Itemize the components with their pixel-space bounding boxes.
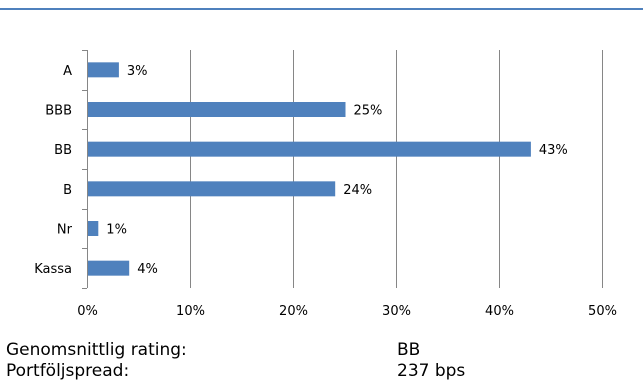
portfolio-spread-value: 237 bps	[397, 361, 466, 381]
data-label: 25%	[354, 104, 383, 119]
category-label: BB	[54, 143, 72, 158]
x-tick-labels: 0% 10% 20% 30% 40% 50%	[77, 304, 617, 319]
summary-rating-row: Genomsnittlig rating: BB	[6, 340, 566, 361]
data-label: 4%	[137, 262, 158, 277]
top-accent-rule	[0, 8, 643, 10]
category-label: Nr	[57, 223, 73, 238]
x-tick-label: 30%	[382, 304, 411, 319]
category-label: BBB	[45, 104, 72, 119]
category-label: B	[63, 183, 72, 198]
average-rating-label: Genomsnittlig rating:	[6, 340, 187, 360]
chart-gridlines	[82, 50, 603, 289]
category-label: Kassa	[34, 262, 72, 277]
x-tick-label: 50%	[588, 304, 617, 319]
data-label: 43%	[539, 143, 568, 158]
data-label: 24%	[343, 183, 372, 198]
bar-b	[88, 181, 336, 197]
bar-nr	[88, 221, 99, 236]
data-label: 3%	[127, 64, 148, 79]
bar-bb	[88, 141, 531, 157]
bar-kassa	[88, 260, 130, 276]
bar-a	[88, 62, 119, 78]
portfolio-spread-label: Portföljspread:	[6, 361, 130, 381]
x-tick-label: 10%	[176, 304, 205, 319]
x-tick-label: 40%	[485, 304, 514, 319]
summary-block: Genomsnittlig rating: BB Portföljspread:…	[6, 340, 566, 382]
x-tick-label: 20%	[279, 304, 308, 319]
x-tick-label: 0%	[77, 304, 98, 319]
average-rating-value: BB	[397, 340, 421, 360]
data-labels: 3% 25% 43% 24% 1% 4%	[106, 64, 568, 277]
category-label: A	[63, 64, 72, 79]
bar-bbb	[88, 102, 346, 117]
data-label: 1%	[106, 223, 127, 238]
summary-spread-row: Portföljspread: 237 bps	[6, 361, 566, 382]
chart-bars	[88, 62, 531, 276]
